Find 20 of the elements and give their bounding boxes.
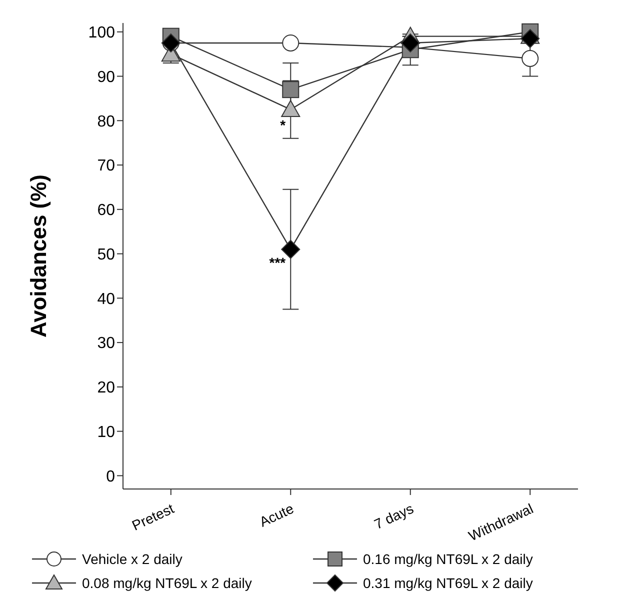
y-tick-label: 0	[106, 468, 116, 486]
x-tick-label: Acute	[256, 500, 296, 530]
legend-label: 0.16 mg/kg NT69L x 2 daily	[363, 551, 533, 567]
y-tick-label: 80	[97, 113, 116, 130]
y-tick-label: 40	[97, 290, 116, 308]
legend-label: 0.08 mg/kg NT69L x 2 daily	[82, 575, 252, 591]
y-axis-title: Avoidances (%)	[26, 174, 51, 338]
annotation: ***	[269, 254, 286, 271]
y-tick-label: 70	[97, 158, 116, 175]
y-tick-label: 60	[97, 202, 116, 220]
y-tick-label: 90	[97, 68, 116, 86]
annotation: *	[280, 117, 286, 134]
y-tick-label: 100	[88, 24, 116, 42]
legend-label: Vehicle x 2 daily	[82, 551, 182, 567]
legend-label: 0.31 mg/kg NT69L x 2 daily	[363, 575, 533, 591]
x-tick-label: 7 days	[372, 500, 416, 532]
y-tick-label: 30	[97, 335, 116, 352]
y-tick-label: 20	[97, 380, 116, 397]
y-tick-label: 10	[97, 424, 116, 441]
y-tick-label: 50	[97, 246, 116, 264]
